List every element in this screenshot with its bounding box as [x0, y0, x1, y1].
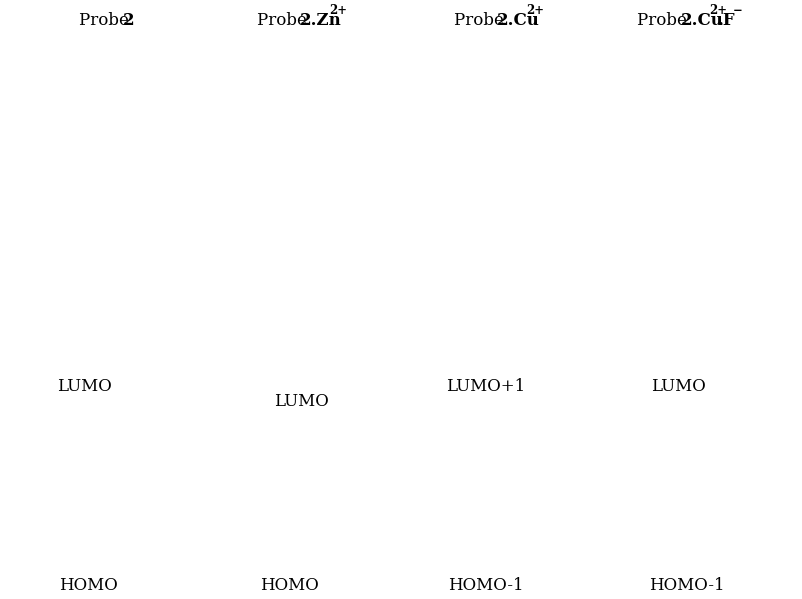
Text: 2.Cu: 2.Cu	[496, 13, 539, 29]
Text: 2.Cu: 2.Cu	[680, 13, 723, 29]
Text: Probe: Probe	[79, 13, 134, 29]
Text: LUMO+1: LUMO+1	[446, 378, 525, 395]
Text: LUMO: LUMO	[57, 378, 111, 395]
Text: 2+: 2+	[525, 4, 543, 17]
Text: .F: .F	[717, 13, 735, 29]
Text: 2+: 2+	[708, 4, 727, 17]
Text: LUMO: LUMO	[650, 378, 705, 395]
Text: Probe: Probe	[637, 13, 691, 29]
Text: HOMO: HOMO	[59, 577, 118, 594]
Text: 2: 2	[122, 13, 134, 29]
Text: Probe: Probe	[257, 13, 312, 29]
Text: Probe: Probe	[453, 13, 508, 29]
Text: HOMO-1: HOMO-1	[648, 577, 723, 594]
Text: HOMO: HOMO	[259, 577, 318, 594]
Text: −: −	[731, 4, 741, 17]
Text: 2.Zn: 2.Zn	[300, 13, 342, 29]
Text: 2+: 2+	[329, 4, 346, 17]
Text: HOMO-1: HOMO-1	[448, 577, 523, 594]
Text: LUMO: LUMO	[273, 393, 328, 410]
